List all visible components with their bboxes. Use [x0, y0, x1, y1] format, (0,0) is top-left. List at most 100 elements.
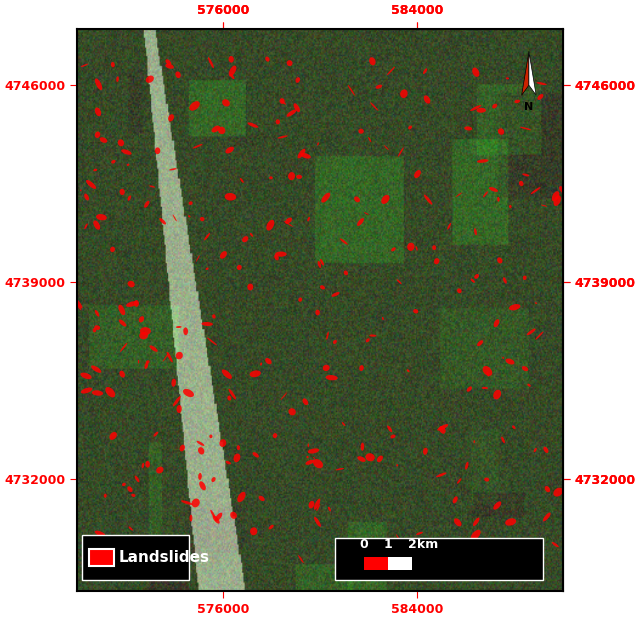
Ellipse shape — [326, 332, 329, 340]
Ellipse shape — [298, 555, 304, 563]
Ellipse shape — [463, 545, 467, 549]
Ellipse shape — [501, 436, 505, 443]
Ellipse shape — [361, 443, 364, 451]
Ellipse shape — [176, 326, 182, 328]
Ellipse shape — [423, 448, 428, 455]
Ellipse shape — [308, 501, 314, 508]
Bar — [89, 549, 113, 565]
Ellipse shape — [534, 448, 537, 452]
Ellipse shape — [303, 399, 308, 405]
Ellipse shape — [335, 468, 344, 471]
Ellipse shape — [316, 309, 320, 316]
Ellipse shape — [156, 467, 163, 474]
Ellipse shape — [483, 191, 488, 197]
Ellipse shape — [474, 274, 479, 279]
Ellipse shape — [285, 218, 292, 224]
Ellipse shape — [122, 483, 126, 486]
Ellipse shape — [321, 193, 330, 203]
Ellipse shape — [139, 316, 144, 322]
Ellipse shape — [208, 57, 214, 68]
Ellipse shape — [84, 223, 88, 229]
Ellipse shape — [340, 238, 348, 245]
Ellipse shape — [454, 518, 461, 526]
Ellipse shape — [228, 389, 236, 399]
Ellipse shape — [129, 526, 133, 531]
Ellipse shape — [424, 195, 433, 205]
Ellipse shape — [181, 500, 193, 505]
Ellipse shape — [498, 128, 504, 135]
Ellipse shape — [109, 432, 117, 440]
Bar — [335, 538, 543, 580]
Ellipse shape — [298, 149, 305, 158]
Ellipse shape — [301, 153, 311, 159]
Ellipse shape — [332, 292, 340, 297]
Ellipse shape — [173, 396, 180, 406]
Ellipse shape — [155, 148, 161, 154]
Ellipse shape — [121, 149, 132, 155]
Ellipse shape — [407, 369, 410, 372]
Ellipse shape — [104, 494, 107, 498]
Ellipse shape — [196, 255, 200, 262]
Ellipse shape — [119, 319, 127, 327]
Ellipse shape — [118, 304, 125, 315]
Ellipse shape — [535, 302, 538, 304]
Ellipse shape — [523, 275, 527, 280]
Ellipse shape — [146, 360, 150, 364]
Ellipse shape — [149, 185, 155, 188]
Ellipse shape — [146, 76, 154, 83]
Ellipse shape — [237, 445, 240, 450]
Ellipse shape — [127, 195, 131, 201]
Ellipse shape — [477, 108, 486, 113]
Ellipse shape — [552, 542, 559, 547]
Ellipse shape — [273, 433, 277, 438]
Text: 0: 0 — [359, 538, 368, 551]
Ellipse shape — [359, 365, 364, 371]
Bar — [364, 557, 388, 570]
Ellipse shape — [183, 327, 188, 335]
Ellipse shape — [328, 507, 331, 511]
Ellipse shape — [486, 371, 489, 376]
Ellipse shape — [503, 277, 507, 284]
Ellipse shape — [320, 285, 325, 290]
Ellipse shape — [298, 298, 302, 302]
Ellipse shape — [173, 215, 177, 221]
Ellipse shape — [260, 363, 262, 366]
Ellipse shape — [477, 340, 483, 346]
Ellipse shape — [354, 197, 360, 202]
Ellipse shape — [493, 319, 499, 327]
Ellipse shape — [416, 532, 423, 535]
Ellipse shape — [535, 332, 543, 340]
Ellipse shape — [470, 105, 481, 111]
Ellipse shape — [212, 126, 220, 133]
Ellipse shape — [284, 221, 293, 227]
Ellipse shape — [253, 452, 259, 458]
Ellipse shape — [134, 300, 139, 307]
Ellipse shape — [93, 169, 97, 171]
Ellipse shape — [228, 66, 236, 76]
Ellipse shape — [434, 258, 440, 264]
Ellipse shape — [489, 187, 498, 192]
Ellipse shape — [177, 405, 182, 413]
Ellipse shape — [543, 513, 550, 521]
Ellipse shape — [205, 268, 209, 270]
Ellipse shape — [163, 352, 170, 361]
Ellipse shape — [144, 201, 150, 208]
Ellipse shape — [220, 251, 227, 259]
Ellipse shape — [382, 317, 384, 320]
Polygon shape — [529, 51, 536, 95]
Bar — [388, 557, 412, 570]
Ellipse shape — [387, 425, 392, 432]
Ellipse shape — [180, 445, 185, 451]
Ellipse shape — [326, 375, 338, 380]
Ellipse shape — [281, 100, 286, 105]
Ellipse shape — [408, 126, 412, 130]
Ellipse shape — [509, 205, 512, 208]
Ellipse shape — [215, 513, 222, 521]
Ellipse shape — [269, 525, 274, 529]
Ellipse shape — [191, 498, 200, 507]
Ellipse shape — [248, 122, 258, 128]
Ellipse shape — [145, 362, 148, 369]
Ellipse shape — [538, 94, 543, 100]
Ellipse shape — [368, 137, 371, 142]
Text: 2: 2 — [408, 538, 417, 551]
